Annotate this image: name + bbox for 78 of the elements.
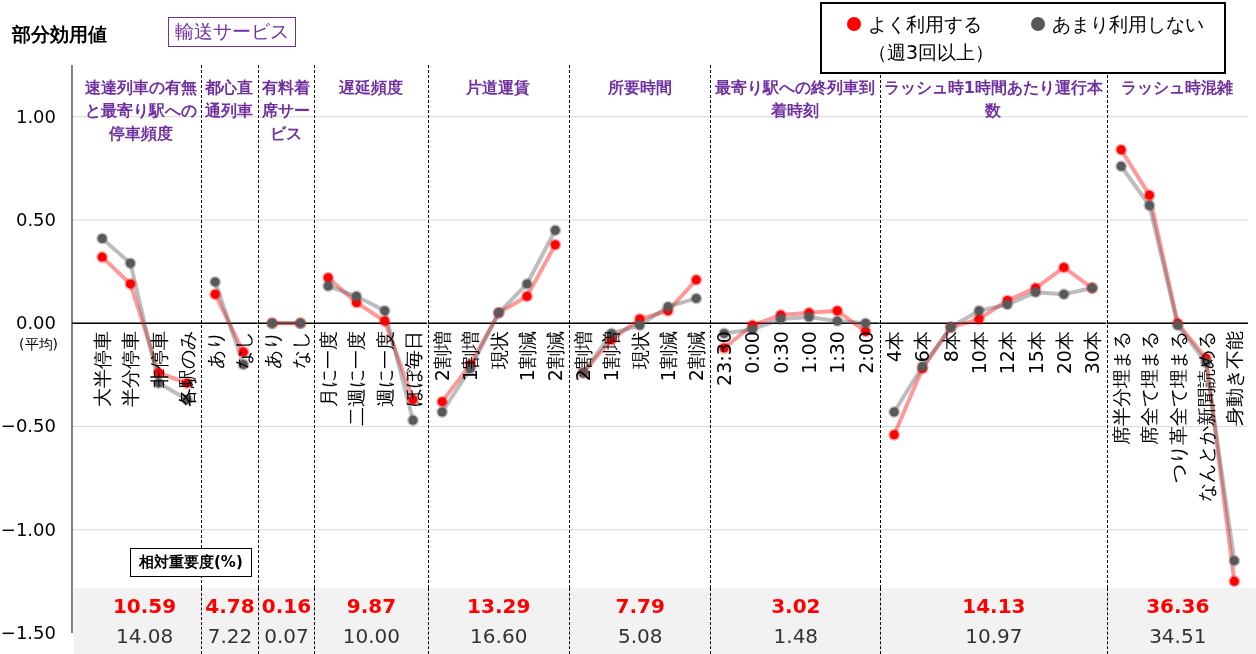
y-axis-title: 部分効用値 bbox=[12, 22, 107, 47]
x-tick-label: 10本 bbox=[968, 331, 991, 375]
x-tick-label: 2割減 bbox=[543, 331, 566, 382]
x-tick-label: 20本 bbox=[1053, 331, 1076, 375]
x-tick-label: 8本 bbox=[939, 331, 962, 363]
annotation: 10.97 bbox=[964, 623, 1024, 650]
text: 有料着席サービス bbox=[261, 77, 312, 145]
annotation: 1.48 bbox=[772, 623, 820, 650]
annotation: 7.79 bbox=[614, 593, 666, 620]
text: ラッシュ時1時間あたり運行本数 bbox=[882, 77, 1104, 122]
text: ラッシュ時混雑 bbox=[1120, 77, 1235, 99]
text: 都心直通列車 bbox=[204, 77, 255, 122]
x-tick-label: ほぼ毎日 bbox=[402, 331, 425, 408]
x-tick-label: 1:30 bbox=[826, 331, 849, 374]
text: 所要時間 bbox=[606, 77, 673, 99]
x-tick-label: 2:00 bbox=[855, 331, 878, 374]
x-tick-label: 1割増 bbox=[600, 331, 623, 382]
x-tick-label: 1割減 bbox=[515, 331, 538, 382]
annotation: 34.51 bbox=[1148, 623, 1208, 650]
text: 片道運賃 bbox=[465, 77, 532, 99]
x-tick-label: 2割増 bbox=[572, 331, 595, 382]
y-tick-label: −0.50 bbox=[0, 415, 56, 437]
annotation: 3.02 bbox=[770, 593, 822, 620]
x-tick-label: 1割減 bbox=[656, 331, 679, 382]
x-tick-label: 身動き不能 bbox=[1222, 331, 1245, 427]
x-tick-label: 23:30 bbox=[713, 331, 736, 386]
x-tick-label: あり bbox=[260, 331, 283, 370]
x-tick-label: 二週に一度 bbox=[345, 331, 368, 427]
annotation: 10.00 bbox=[341, 623, 402, 650]
annotation: 0.07 bbox=[263, 623, 310, 650]
x-tick-label: 1割増 bbox=[458, 331, 481, 382]
x-tick-label: なんとか新聞読める bbox=[1194, 331, 1217, 503]
legend-label: あまり利用しない bbox=[1052, 12, 1204, 37]
x-tick-label: 6本 bbox=[911, 331, 934, 363]
annotation: 7.22 bbox=[206, 623, 254, 650]
x-tick-label: 大半停車 bbox=[91, 331, 114, 408]
legend-label: よく利用する（週3回以上） bbox=[868, 12, 996, 65]
x-tick-label: 各駅のみ bbox=[176, 331, 199, 408]
x-tick-label: 2割減 bbox=[685, 331, 708, 382]
x-tick-label: 現状 bbox=[628, 331, 651, 370]
x-tick-label: 現状 bbox=[487, 331, 510, 370]
x-tick-label: 半分停車 bbox=[119, 331, 142, 408]
annotation: 14.08 bbox=[114, 623, 175, 650]
x-tick-label: 0:30 bbox=[770, 331, 793, 374]
annotation: 16.60 bbox=[469, 623, 529, 650]
x-tick-label: 非停車 bbox=[147, 331, 170, 389]
x-tick-label: 12本 bbox=[996, 331, 1019, 375]
x-tick-label: 月に一度 bbox=[317, 331, 340, 408]
x-tick-label: 席半分埋まる bbox=[1109, 331, 1132, 446]
x-tick-label: なし bbox=[289, 331, 312, 370]
annotation: 0.16 bbox=[260, 593, 313, 620]
y-tick-label: −1.00 bbox=[0, 518, 56, 540]
annotation: 10.59 bbox=[111, 593, 178, 620]
annotation: 36.36 bbox=[1145, 593, 1211, 620]
annotation: 5.08 bbox=[616, 623, 664, 650]
x-tick-label: 30本 bbox=[1081, 331, 1104, 375]
y-tick-label: −1.50 bbox=[0, 621, 56, 643]
x-tick-label: 4本 bbox=[883, 331, 906, 363]
x-tick-label: 0:00 bbox=[741, 331, 764, 374]
text: 遅延頻度 bbox=[337, 77, 404, 99]
text: 速達列車の有無と最寄り駅への停車頻度 bbox=[83, 77, 198, 145]
text: 最寄り駅への終列車到着時刻 bbox=[714, 77, 877, 122]
annotation: 13.29 bbox=[466, 593, 532, 620]
text: 相対重要度(%) bbox=[130, 548, 252, 577]
x-tick-label: 席全て埋まる bbox=[1137, 331, 1160, 446]
x-tick-label: あり bbox=[204, 331, 227, 370]
x-tick-label: 2割増 bbox=[430, 331, 453, 382]
annotation: 9.87 bbox=[345, 593, 398, 620]
annotation: 14.13 bbox=[961, 593, 1027, 620]
chart-subtitle: 輸送サービス bbox=[168, 17, 296, 47]
x-tick-label: 1:00 bbox=[798, 331, 821, 374]
x-tick-label: 週に一度 bbox=[374, 331, 397, 408]
x-tick-label: つり革全て埋まる bbox=[1166, 331, 1189, 484]
x-tick-label: なし bbox=[232, 331, 255, 370]
x-tick-label: 15本 bbox=[1024, 331, 1047, 375]
y-tick-label: 1.00 bbox=[15, 105, 56, 127]
y-tick-label: 0.50 bbox=[15, 208, 56, 230]
annotation: 4.78 bbox=[204, 593, 256, 620]
